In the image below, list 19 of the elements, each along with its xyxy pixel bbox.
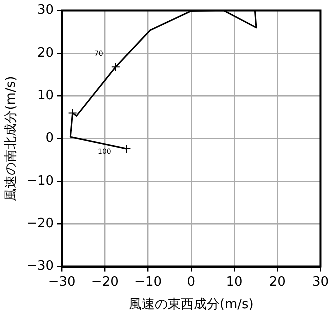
y-tick-label: −30 [26,259,54,274]
y-axis-title: 風速の南北成分(m/s) [4,76,20,202]
x-tick-label: −20 [91,274,119,290]
x-tick-label: 10 [226,274,243,290]
point [68,108,78,118]
x-tick-label: −10 [134,274,162,290]
y-tick-label: 20 [37,46,54,61]
y-tick-label: 10 [37,88,54,104]
y-tick-label: 0 [46,131,54,146]
point [111,62,120,72]
x-tick-label: −30 [48,274,76,290]
x-tick-label: 0 [187,274,196,290]
x-tick-label: 20 [269,274,286,290]
y-tick-label: −10 [26,174,54,189]
y-tick-label: −20 [26,216,54,232]
point [122,144,132,154]
x-axis-title: 風速の東西成分(m/s) [128,298,254,313]
y-tick-label: 30 [37,3,54,18]
x-tick-label: 30 [312,274,329,290]
